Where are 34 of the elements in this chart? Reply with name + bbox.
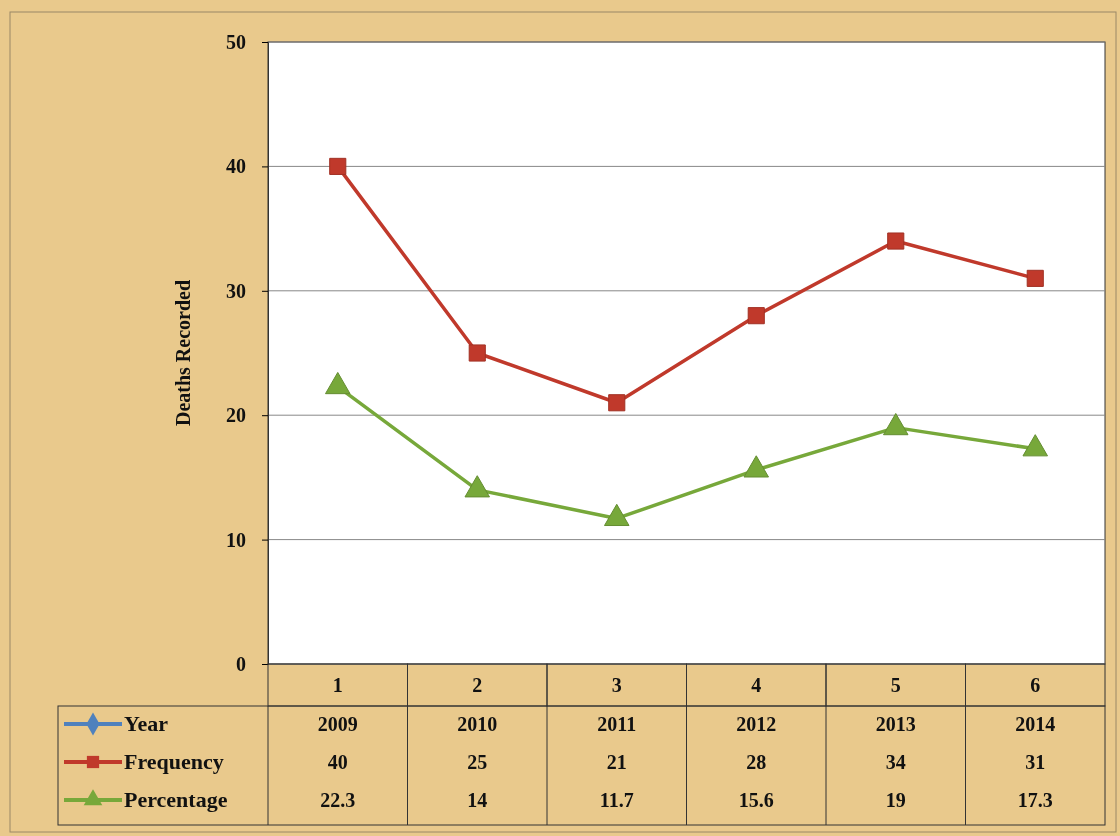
text: 2010 <box>457 713 498 735</box>
data-label: 25 <box>467 751 488 773</box>
text: 2009 <box>317 713 358 735</box>
x-tick-label: 5 <box>890 674 901 696</box>
data-label: 40 <box>327 751 348 773</box>
legend-label: Year <box>124 711 169 736</box>
data-label: 14 <box>467 789 488 811</box>
y-tick-label: 30 <box>226 279 246 302</box>
data-label: 34 <box>885 751 906 773</box>
text: 2014 <box>1015 713 1056 735</box>
y-tick-label: 40 <box>226 155 246 178</box>
data-label: 21 <box>606 751 627 773</box>
text: 2011 <box>597 713 637 735</box>
text: 2013 <box>875 713 916 735</box>
x-tick-label: 1 <box>332 674 343 696</box>
legend-label: Frequency <box>124 749 224 774</box>
x-tick-label: 2 <box>472 674 483 696</box>
data-label: 17.3 <box>1017 789 1053 811</box>
y-tick-label: 50 <box>226 30 246 53</box>
data-label: 28 <box>746 751 767 773</box>
data-label: 15.6 <box>738 789 774 811</box>
legend-label: Percentage <box>124 787 228 812</box>
y-tick-label: 0 <box>236 652 246 675</box>
data-label: 22.3 <box>320 789 356 811</box>
data-label: 31 <box>1025 751 1046 773</box>
y-tick-label: 10 <box>226 528 246 551</box>
text: 2012 <box>736 713 777 735</box>
y-tick-label: 20 <box>226 404 246 427</box>
data-label: 19 <box>885 789 906 811</box>
x-tick-label: 4 <box>751 674 762 696</box>
x-tick-label: 6 <box>1030 674 1041 696</box>
x-tick-label: 3 <box>611 674 622 696</box>
y-axis-title: Deaths Recorded <box>172 279 194 427</box>
data-label: 11.7 <box>599 789 634 811</box>
